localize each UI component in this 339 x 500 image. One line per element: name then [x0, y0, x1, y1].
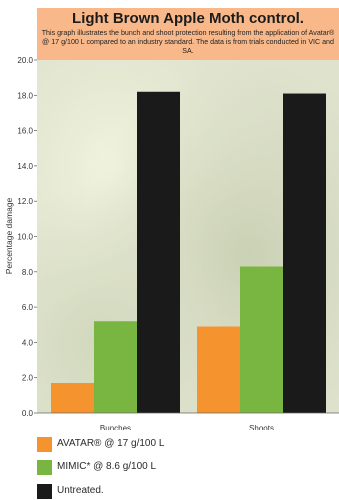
y-tick-label: 2.0 — [22, 374, 34, 383]
y-tick-label: 12.0 — [17, 197, 33, 206]
y-tick-label: 4.0 — [22, 338, 34, 347]
y-tick-label: 10.0 — [17, 233, 33, 242]
y-tick-label: 6.0 — [22, 303, 34, 312]
x-axis-labels: Bunches Shoots — [100, 424, 274, 430]
y-tick-label: 20.0 — [17, 56, 33, 65]
bar-chart: 0.02.04.06.08.010.012.014.016.018.020.0 … — [4, 56, 339, 430]
y-axis-label: Percentage damage — [4, 197, 14, 274]
chart-title: Light Brown Apple Moth control. — [72, 10, 304, 27]
legend-label-mimic: MIMIC* @ 8.6 g/100 L — [57, 461, 157, 472]
bars — [51, 91, 326, 414]
y-tick-label: 0.0 — [22, 409, 34, 418]
legend-swatch-untreated — [37, 484, 52, 499]
bar-bunches-1 — [51, 382, 94, 413]
bar-bunches-3 — [137, 91, 180, 414]
legend-swatch-avatar — [37, 437, 52, 452]
bar-shoots-3 — [283, 93, 326, 413]
y-tick-label: 16.0 — [17, 127, 33, 136]
y-axis-ticks: 0.0 2.0 4.0 6.0 8.0 10.0 12.0 14.0 16.0 18.0 20.0 — [17, 56, 37, 418]
x-tick-label: Shoots — [249, 424, 274, 430]
y-tick-label: 14.0 — [17, 162, 33, 171]
legend-swatch-mimic — [37, 460, 52, 475]
x-tick-label: Bunches — [100, 424, 131, 430]
legend-label-untreated: Untreated. — [57, 485, 104, 496]
bar-bunches-2 — [94, 321, 137, 413]
y-tick-label: 18.0 — [17, 91, 33, 100]
chart-subtitle: This graph illustrates the bunch and sho… — [41, 29, 335, 55]
title-box: Light Brown Apple Moth control. This gra… — [37, 8, 339, 60]
legend-label-avatar: AVATAR® @ 17 g/100 L — [57, 438, 165, 449]
y-tick-label: 8.0 — [22, 268, 34, 277]
bar-shoots-1 — [197, 326, 240, 413]
bar-shoots-2 — [240, 266, 283, 413]
